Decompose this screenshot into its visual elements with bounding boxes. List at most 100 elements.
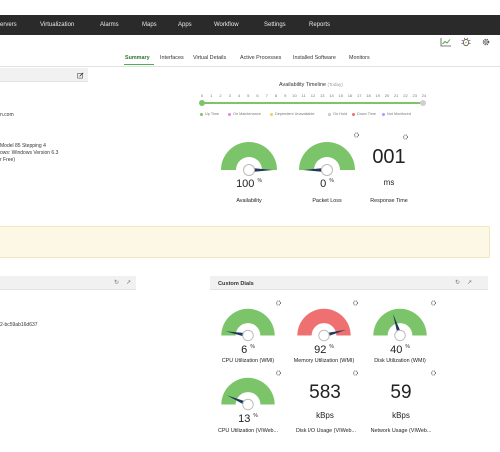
- refresh-icon[interactable]: ↻: [455, 280, 461, 286]
- timeline-tick-label: 3: [228, 93, 231, 98]
- nav-item-alarms[interactable]: Alarms: [100, 22, 119, 28]
- timeline-tick-label: 10: [292, 93, 297, 98]
- nav-item-settings[interactable]: Settings: [264, 22, 286, 28]
- timeline-tick-label: 5: [247, 93, 250, 98]
- memory-utilization-gauge: [297, 308, 351, 342]
- legend-dot: [228, 112, 231, 116]
- refresh-icon[interactable]: ↻: [114, 280, 120, 286]
- memory-utilization-label: Memory Utilization (WMI): [293, 358, 355, 364]
- tab-monitors[interactable]: Monitors: [349, 55, 370, 61]
- timeline-subtitle: (Today): [327, 82, 343, 87]
- timeline-tick-label: 14: [329, 93, 334, 98]
- tab-interfaces[interactable]: Interfaces: [160, 55, 184, 61]
- memory-utilization-value: 92 %: [314, 344, 334, 356]
- cpu-utilization-viweb-value: 13 %: [238, 413, 258, 425]
- gauge-hub: [242, 398, 254, 411]
- legend-dot: [270, 112, 273, 116]
- packet-loss-gauge: [299, 142, 355, 176]
- edit-icon[interactable]: [77, 72, 84, 79]
- settings-mini-icon[interactable]: [352, 300, 359, 306]
- availability-gauge: [221, 142, 277, 176]
- timeline-end-marker[interactable]: [420, 100, 426, 106]
- legend-dot: [200, 112, 203, 116]
- disk-utilization-gauge: [373, 308, 427, 342]
- expand-icon[interactable]: ↗: [467, 280, 473, 286]
- timeline-tick-label: 6: [256, 93, 259, 98]
- legend-on-hold: On Hold: [328, 112, 347, 116]
- bug-icon[interactable]: [460, 37, 472, 47]
- gauge-hub: [394, 329, 406, 342]
- disk-utilization-label: Disk Utilization (WMI): [374, 358, 426, 364]
- top-nav: ervers Virtualization Alarms Maps Apps W…: [0, 15, 500, 35]
- gauge-hub: [318, 329, 330, 342]
- cpu-utilization-value: 6 %: [241, 344, 255, 356]
- availability-value: 100 %: [236, 178, 262, 190]
- response-time-unit: ms: [383, 178, 395, 187]
- nav-item-maps[interactable]: Maps: [142, 22, 157, 28]
- nav-item-apps[interactable]: Apps: [178, 22, 192, 28]
- disk-utilization-value: 40 %: [390, 344, 410, 356]
- settings-mini-icon[interactable]: [353, 132, 360, 138]
- network-usage-unit: kBps: [392, 411, 410, 420]
- settings-mini-icon[interactable]: [430, 300, 437, 306]
- response-time-value: 001: [372, 146, 406, 168]
- nav-item-workflow[interactable]: Workflow: [214, 22, 239, 28]
- settings-mini-icon[interactable]: [275, 370, 282, 376]
- timeline-tick-label: 4: [237, 93, 241, 98]
- timeline-tick-label: 8: [274, 93, 278, 98]
- availability-label: Availability: [236, 198, 262, 204]
- chart-icon[interactable]: [440, 37, 452, 47]
- nav-item-servers[interactable]: ervers: [0, 22, 17, 28]
- legend-dot: [382, 112, 385, 116]
- packet-loss-label: Packet Loss: [312, 198, 342, 204]
- cpu-utilization-gauge: [221, 308, 275, 342]
- cpu-utilization-viweb-gauge: [221, 377, 275, 411]
- settings-mini-icon[interactable]: [402, 134, 409, 140]
- timeline-tick-label: 2: [219, 93, 222, 98]
- disk-io-unit: kBps: [316, 411, 334, 420]
- expand-icon[interactable]: ↗: [126, 280, 132, 286]
- gauge-needle: [303, 167, 327, 173]
- settings-mini-icon[interactable]: [430, 370, 437, 376]
- active-tab-indicator: [124, 64, 154, 65]
- timeline-tick-label: 0: [200, 93, 204, 98]
- timeline-tick-label: 7: [265, 93, 268, 98]
- settings-mini-icon[interactable]: [352, 370, 359, 376]
- legend-dot: [352, 112, 355, 116]
- custom-dials-header: [210, 276, 488, 290]
- gauge-arc: [373, 308, 427, 336]
- system-panel-header: [0, 276, 136, 290]
- timeline-tick-label: 15: [338, 93, 343, 98]
- host-domain-text: n.com: [0, 112, 14, 118]
- timeline-tick-label: 17: [357, 93, 362, 98]
- timeline-tick-label: 13: [320, 93, 325, 98]
- network-usage-value: 59: [390, 382, 412, 403]
- timeline-tick-label: 21: [394, 93, 399, 98]
- nav-item-virtualization[interactable]: Virtualization: [40, 22, 75, 28]
- timeline-tick-label: 9: [284, 93, 287, 98]
- gauge-arc: [297, 308, 351, 336]
- timeline-tick-label: 20: [384, 93, 390, 98]
- tab-installed-software[interactable]: Installed Software: [293, 55, 336, 61]
- tab-virtual-details[interactable]: Virtual Details: [193, 55, 227, 61]
- nav-item-reports[interactable]: Reports: [309, 22, 331, 28]
- gauge-arc: [221, 308, 275, 336]
- license-text: r Free): [0, 157, 15, 163]
- timeline-tick-label: 1: [210, 93, 213, 98]
- settings-mini-icon[interactable]: [275, 300, 282, 306]
- timeline-title: Availability Timeline (Today): [279, 82, 343, 88]
- toolbar: [0, 35, 500, 49]
- tab-summary[interactable]: Summary: [125, 55, 150, 61]
- legend-down-time: Down Time: [352, 112, 376, 116]
- timeline-tick-label: 11: [301, 93, 306, 98]
- timeline-tick-label: 12: [310, 93, 316, 98]
- tab-active-processes[interactable]: Active Processes: [240, 55, 282, 61]
- gear-icon[interactable]: [480, 37, 492, 47]
- gauge-arc: [221, 142, 277, 170]
- info-banner: [0, 226, 490, 258]
- legend-up-time: Up Time: [200, 112, 219, 116]
- timeline-start-marker: [199, 100, 205, 106]
- os-version-text: ows: Windows Version 6.3: [0, 150, 59, 156]
- gauge-hub: [242, 329, 254, 342]
- gauge-arc: [299, 142, 355, 170]
